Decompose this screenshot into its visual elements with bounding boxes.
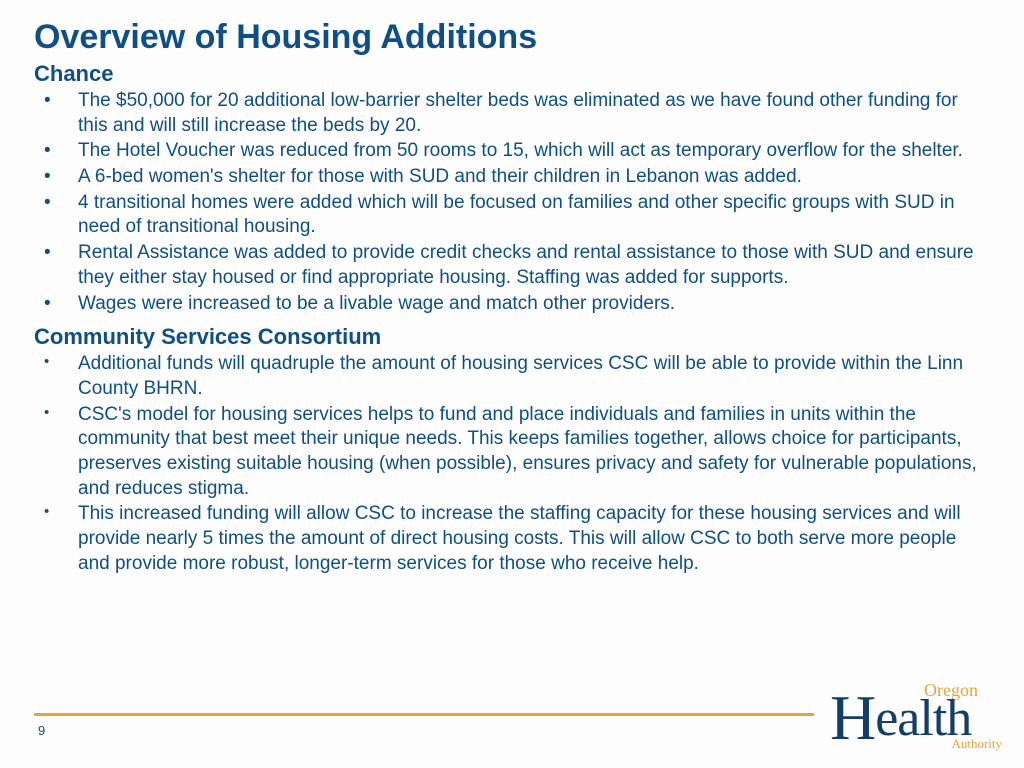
logo-text-health: Health [830,682,971,746]
list-item: This increased funding will allow CSC to… [34,502,990,576]
section-heading-csc: Community Services Consortium [34,324,990,350]
slide: Overview of Housing Additions Chance The… [0,0,1024,768]
list-item: 4 transitional homes were added which wi… [34,191,990,240]
list-item: The $50,000 for 20 additional low-barrie… [34,89,990,138]
section-heading-chance: Chance [34,61,990,87]
list-item: Rental Assistance was added to provide c… [34,241,990,290]
list-item: The Hotel Voucher was reduced from 50 ro… [34,139,990,164]
list-item: A 6-bed women's shelter for those with S… [34,165,990,190]
page-number: 9 [38,723,45,738]
list-item: CSC's model for housing services helps t… [34,403,990,502]
oregon-health-authority-logo: Oregon Health Authority [830,674,1002,754]
bullet-list-chance: The $50,000 for 20 additional low-barrie… [34,89,990,316]
list-item: Wages were increased to be a livable wag… [34,292,990,317]
page-title: Overview of Housing Additions [34,18,990,57]
bullet-list-csc: Additional funds will quadruple the amou… [34,352,990,576]
logo-text-authority: Authority [951,736,1002,752]
list-item: Additional funds will quadruple the amou… [34,352,990,401]
footer-divider [34,713,814,716]
